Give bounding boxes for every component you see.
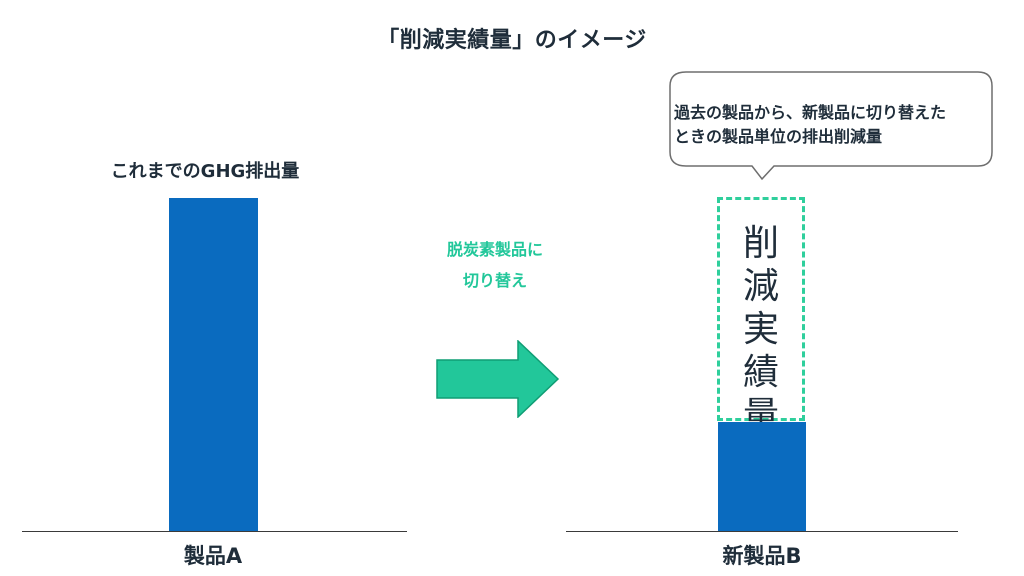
switch-caption-line1: 脱炭素製品に — [446, 240, 543, 259]
callout-line2: ときの製品単位の排出削減量 — [674, 127, 883, 146]
right-baseline — [566, 531, 958, 532]
reduction-char: 削 — [742, 223, 779, 264]
reduction-dashed-box — [717, 197, 805, 421]
reduction-callout-text: 過去の製品から、新製品に切り替えた ときの製品単位の排出削減量 — [674, 101, 1004, 149]
reduction-char: 績 — [742, 352, 779, 393]
reduction-char: 減 — [742, 266, 779, 307]
left-baseline — [22, 531, 407, 532]
speech-bubble — [669, 71, 993, 181]
right-arrow-icon — [436, 340, 560, 418]
product-a-label: 製品A — [183, 544, 243, 568]
switch-caption: 脱炭素製品に 切り替え — [410, 234, 580, 296]
reduction-char: 実 — [742, 309, 779, 350]
diagram-title: 「削減実績量」のイメージ — [377, 28, 647, 53]
product-a-bar — [169, 198, 258, 531]
product-b-bar — [718, 422, 806, 531]
callout-line1: 過去の製品から、新製品に切り替えた — [674, 103, 947, 122]
reduction-vertical-label: 削 減 実 績 量 — [717, 222, 805, 437]
previous-emissions-caption: これまでのGHG排出量 — [110, 161, 300, 182]
switch-caption-line2: 切り替え — [462, 271, 527, 290]
product-b-label: 新製品B — [722, 544, 802, 568]
